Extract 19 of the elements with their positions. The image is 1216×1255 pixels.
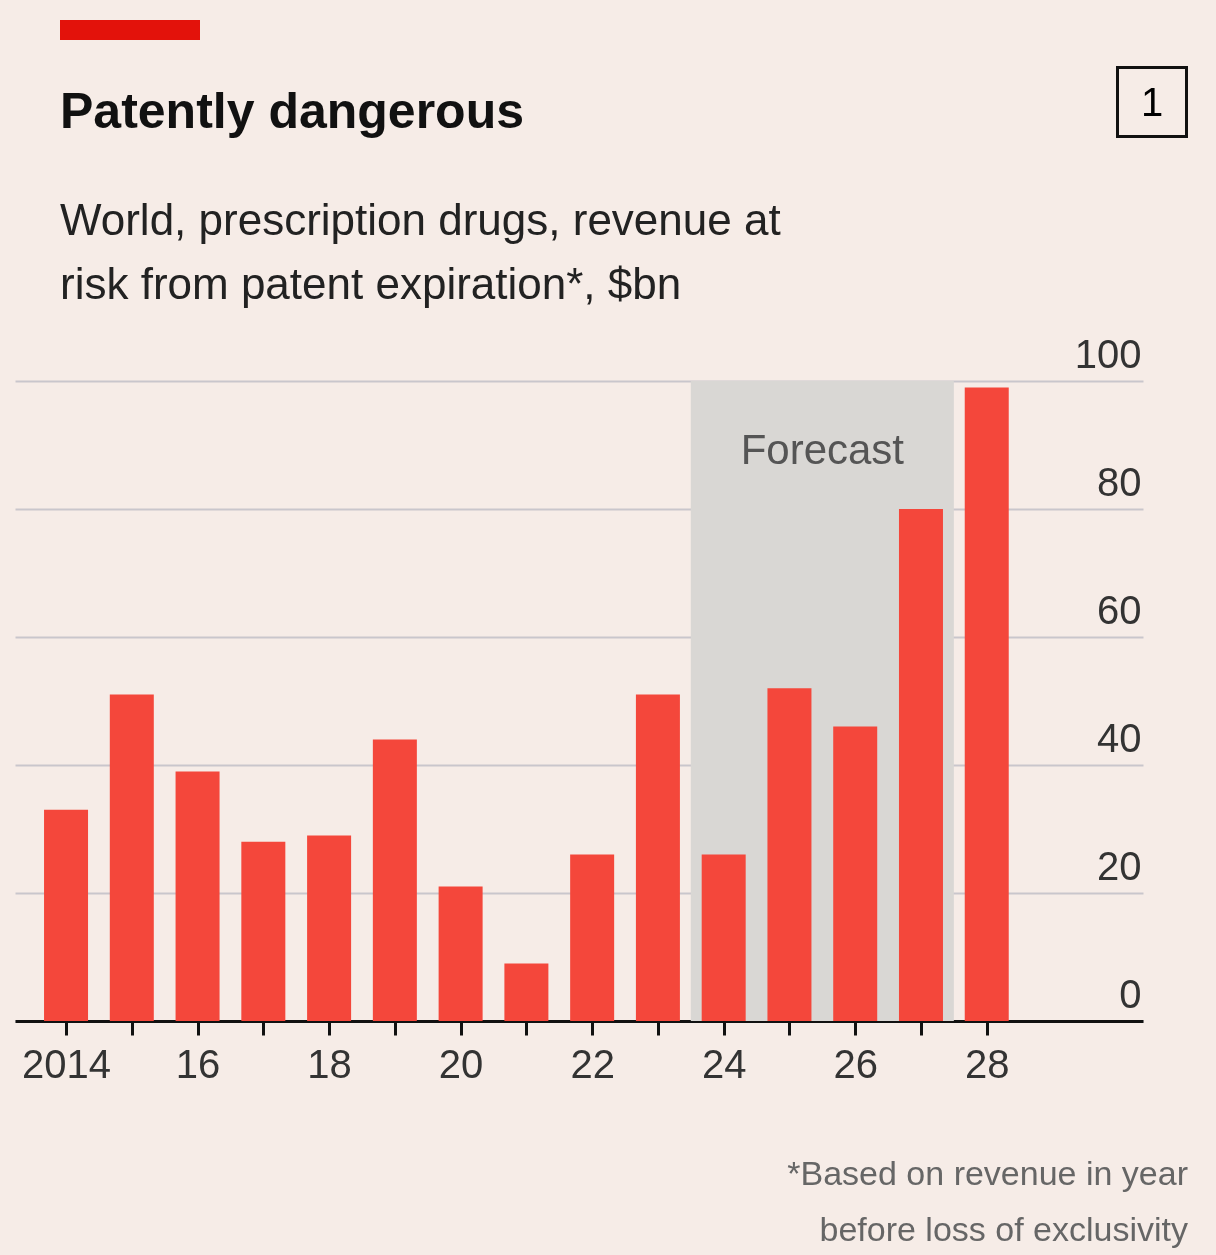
y-tick-label: 20 [1097, 843, 1142, 888]
y-tick-label: 80 [1097, 459, 1142, 504]
x-tick-label: 26 [833, 1041, 878, 1086]
x-tick-label: 2014 [22, 1041, 112, 1086]
x-tick-label: 24 [701, 1041, 747, 1086]
chart-subtitle: World, prescription drugs, revenue at risk from patent expiration*, $bn [60, 194, 782, 310]
x-tick-label: 16 [175, 1041, 221, 1086]
x-tick-label: 18 [307, 1041, 352, 1086]
text: 1 [1116, 66, 1188, 138]
x-tick-label: 20 [438, 1041, 484, 1086]
x-tick-label: 22 [570, 1041, 615, 1086]
y-tick-label: 0 [1119, 971, 1142, 1016]
band-label: Forecast [740, 426, 905, 473]
chart-title: Patently dangerous [60, 82, 524, 140]
x-tick-label: 28 [964, 1041, 1010, 1086]
y-tick-label: 40 [1097, 715, 1142, 760]
text: *Based on revenue in year before loss of exclusivity [786, 1153, 1188, 1250]
y-tick-label: 100 [1074, 331, 1142, 376]
y-tick-label: 60 [1097, 587, 1142, 632]
